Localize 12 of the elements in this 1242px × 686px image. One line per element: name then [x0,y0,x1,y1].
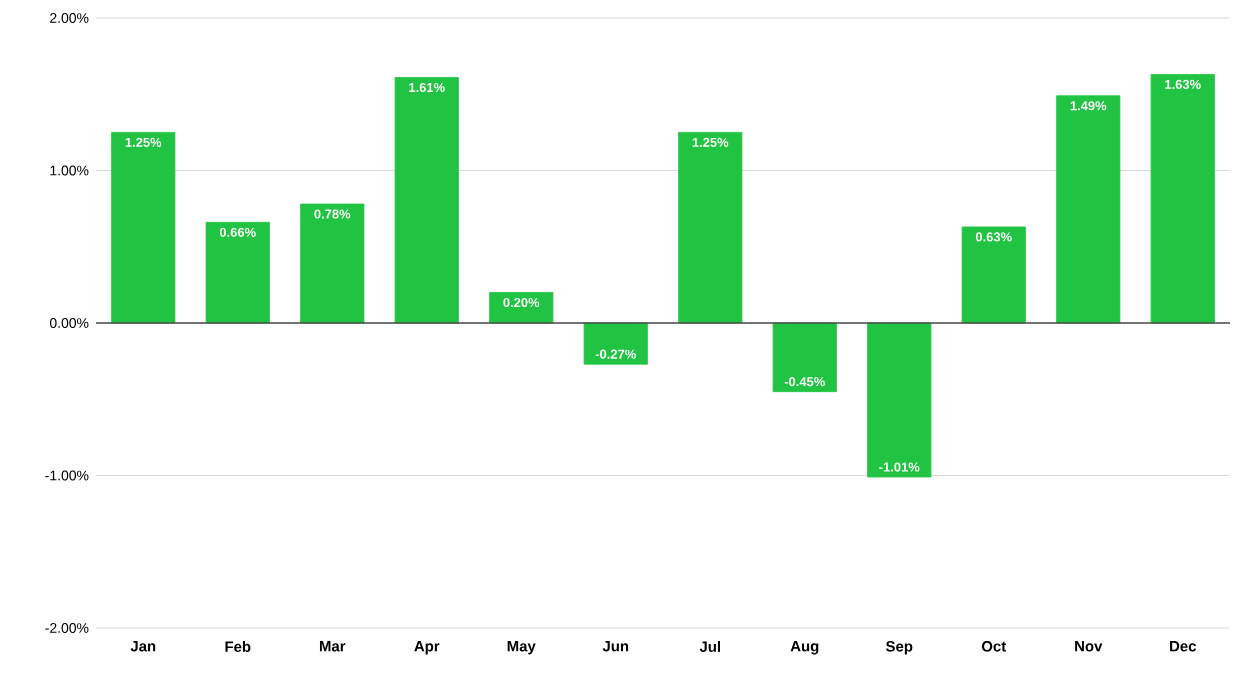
bar [489,292,554,324]
bar [1150,74,1215,324]
bar [1056,95,1121,324]
bar [583,322,648,365]
bar [205,221,270,324]
bar [394,77,459,324]
bar [300,203,365,324]
bar [111,131,176,324]
bar [961,226,1026,324]
bar [678,131,743,324]
bar [772,322,837,393]
bar [867,322,932,478]
